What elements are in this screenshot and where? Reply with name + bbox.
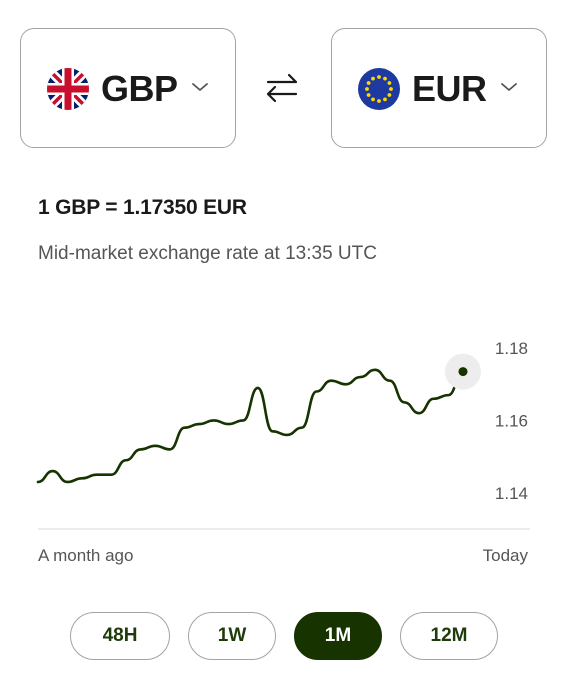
period-1w-button[interactable]: 1W (188, 612, 276, 660)
exchange-rate-headline: 1 GBP = 1.17350 EUR (38, 196, 247, 219)
period-12m-button[interactable]: 12M (400, 612, 498, 660)
to-currency-code: EUR (412, 68, 487, 109)
x-label-start: A month ago (38, 546, 134, 565)
y-tick-label: 1.18 (495, 339, 528, 358)
x-label-end: Today (482, 546, 528, 565)
swap-icon[interactable] (262, 68, 302, 108)
rate-chart: 1.18 1.16 1.14 (36, 339, 530, 530)
chevron-down-icon (501, 83, 517, 91)
from-currency-selector[interactable]: GBP (20, 28, 236, 148)
y-tick-label: 1.14 (495, 484, 528, 503)
period-48h-button[interactable]: 48H (70, 612, 170, 660)
from-currency-code: GBP (101, 68, 178, 109)
current-point (458, 367, 468, 377)
chevron-down-icon (192, 83, 208, 91)
to-currency-selector[interactable]: EUR (331, 28, 547, 148)
series-line (36, 368, 465, 484)
eu-flag-icon (358, 68, 400, 110)
exchange-rate-subtitle: Mid-market exchange rate at 13:35 UTC (38, 243, 377, 264)
y-tick-label: 1.16 (495, 411, 528, 430)
period-selector: 48H 1W 1M 12M (0, 612, 568, 662)
period-1m-button[interactable]: 1M (294, 612, 382, 660)
uk-flag-icon (47, 68, 89, 110)
